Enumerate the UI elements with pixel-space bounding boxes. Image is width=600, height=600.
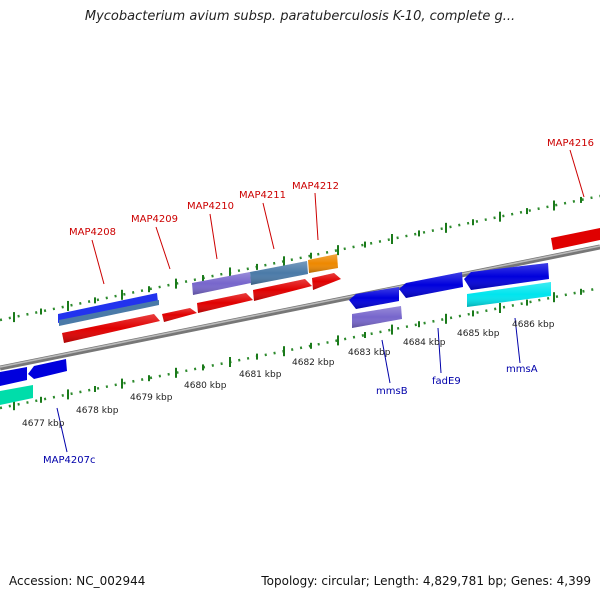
tick-labels: 4677 kbp 4678 kbp 4679 kbp 4680 kbp 4681… (22, 320, 555, 429)
tick-label: 4679 kbp (130, 393, 173, 403)
tick-label: 4686 kbp (512, 320, 555, 330)
ruler-major-ticks (13, 196, 582, 411)
tick-label: 4677 kbp (22, 419, 65, 429)
lower-gene-labels: MAP4207c mmsB fadE9 mmsA (43, 364, 538, 466)
accession-text: Accession: NC_002944 (9, 574, 146, 588)
tick-label: 4682 kbp (292, 358, 335, 368)
gene-map4216-arrow[interactable] (551, 228, 600, 250)
gene-label-fade9[interactable]: fadE9 (432, 376, 461, 387)
upper-feature-boxes (58, 254, 338, 326)
gene-label-map4207c[interactable]: MAP4207c (43, 455, 95, 466)
forward-genes (62, 228, 600, 343)
gene-label-mmsb[interactable]: mmsB (376, 386, 408, 397)
feature-teal-box[interactable] (0, 385, 33, 405)
gene-label-map4208[interactable]: MAP4208 (69, 227, 116, 238)
tick-label: 4684 kbp (403, 338, 446, 348)
map-title: Mycobacterium avium subsp. paratuberculo… (84, 9, 516, 24)
topology-text: Topology: circular; Length: 4,829,781 bp… (261, 574, 591, 588)
gene-left-reverse-arrow[interactable] (0, 367, 27, 386)
upper-tick-ruler (0, 194, 600, 322)
tick-label: 4680 kbp (184, 381, 227, 391)
reverse-genes (0, 263, 549, 386)
lower-feature-boxes (0, 282, 551, 405)
feature-steel-band[interactable] (59, 300, 159, 326)
gene-label-map4210[interactable]: MAP4210 (187, 201, 234, 212)
tick-label: 4683 kbp (348, 348, 391, 358)
lower-leader-lines (56, 317, 521, 453)
tick-label: 4678 kbp (76, 406, 119, 416)
gene-label-map4211[interactable]: MAP4211 (239, 190, 286, 201)
genome-backbone (0, 244, 600, 371)
upper-gene-labels: MAP4208 MAP4209 MAP4210 MAP4211 MAP4212 … (69, 138, 594, 238)
gene-label-map4216[interactable]: MAP4216 (547, 138, 594, 149)
gene-map4207c-arrow[interactable] (28, 359, 67, 379)
tick-label: 4685 kbp (457, 329, 500, 339)
gene-label-map4209[interactable]: MAP4209 (131, 214, 178, 225)
tick-label: 4681 kbp (239, 370, 282, 380)
gene-label-mmsa[interactable]: mmsA (506, 364, 538, 375)
upper-leader-lines (91, 149, 585, 285)
gene-label-map4212[interactable]: MAP4212 (292, 181, 339, 192)
